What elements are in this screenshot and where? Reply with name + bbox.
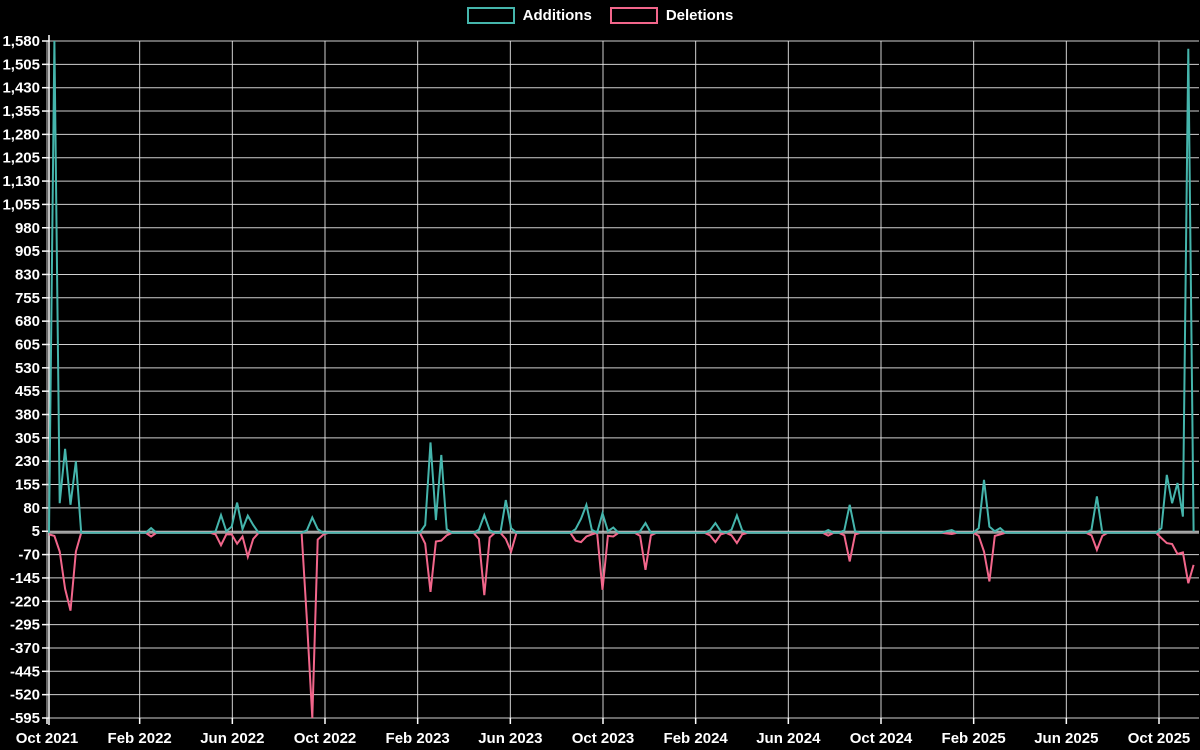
y-tick-label: 1,205 bbox=[2, 150, 40, 167]
deletions-line bbox=[48, 531, 1195, 719]
y-tick-label: 305 bbox=[15, 430, 40, 447]
chart-legend: Additions Deletions bbox=[0, 7, 1200, 24]
y-tick-label: -370 bbox=[10, 640, 40, 657]
y-tick-label: 605 bbox=[15, 336, 40, 353]
x-tick-label: Jun 2023 bbox=[478, 730, 542, 747]
legend-item-additions[interactable]: Additions bbox=[466, 7, 592, 24]
y-tick-label: 80 bbox=[23, 500, 40, 517]
x-tick-label: Jun 2022 bbox=[200, 730, 264, 747]
x-tick-label: Oct 2022 bbox=[294, 730, 357, 747]
y-tick-label: 1,280 bbox=[2, 126, 40, 143]
additions-line bbox=[48, 40, 1195, 535]
x-tick-label: Feb 2023 bbox=[386, 730, 450, 747]
legend-deletions-label: Deletions bbox=[665, 7, 734, 24]
y-tick-label: -295 bbox=[10, 617, 40, 634]
y-tick-label: -520 bbox=[10, 687, 40, 704]
y-tick-label: 1,580 bbox=[2, 33, 40, 50]
deletions-swatch-icon bbox=[609, 7, 658, 24]
y-tick-label: 455 bbox=[15, 383, 40, 400]
y-tick-label: -445 bbox=[10, 663, 40, 680]
y-tick-label: -220 bbox=[10, 593, 40, 610]
y-tick-label: 905 bbox=[15, 243, 40, 260]
x-tick-label: Oct 2025 bbox=[1128, 730, 1191, 747]
y-tick-label: 1,430 bbox=[2, 80, 40, 97]
legend-item-deletions[interactable]: Deletions bbox=[609, 7, 734, 24]
x-tick-label: Oct 2024 bbox=[850, 730, 913, 747]
y-tick-label: 980 bbox=[15, 220, 40, 237]
y-tick-label: -595 bbox=[10, 710, 40, 727]
y-tick-label: 680 bbox=[15, 313, 40, 330]
x-tick-label: Oct 2023 bbox=[572, 730, 635, 747]
additions-swatch-icon bbox=[466, 7, 515, 24]
x-tick-label: Feb 2024 bbox=[664, 730, 729, 747]
legend-additions-label: Additions bbox=[522, 7, 592, 24]
y-tick-label: -70 bbox=[18, 547, 40, 564]
x-tick-label: Feb 2022 bbox=[108, 730, 172, 747]
y-tick-label: 1,505 bbox=[2, 56, 40, 73]
x-tick-label: Feb 2025 bbox=[942, 730, 1006, 747]
y-tick-label: -145 bbox=[10, 570, 40, 587]
y-tick-label: 380 bbox=[15, 407, 40, 424]
y-tick-label: 1,130 bbox=[2, 173, 40, 190]
x-tick-label: Jun 2025 bbox=[1034, 730, 1098, 747]
y-tick-label: 155 bbox=[15, 477, 40, 494]
y-tick-label: 230 bbox=[15, 453, 40, 470]
y-tick-label: 1,055 bbox=[2, 196, 40, 213]
y-tick-label: 1,355 bbox=[2, 103, 40, 120]
y-tick-label: 530 bbox=[15, 360, 40, 377]
x-tick-label: Oct 2021 bbox=[16, 730, 79, 747]
x-tick-label: Jun 2024 bbox=[756, 730, 821, 747]
y-tick-label: 830 bbox=[15, 266, 40, 283]
y-tick-label: 755 bbox=[15, 290, 40, 307]
y-tick-label: 5 bbox=[32, 523, 40, 540]
